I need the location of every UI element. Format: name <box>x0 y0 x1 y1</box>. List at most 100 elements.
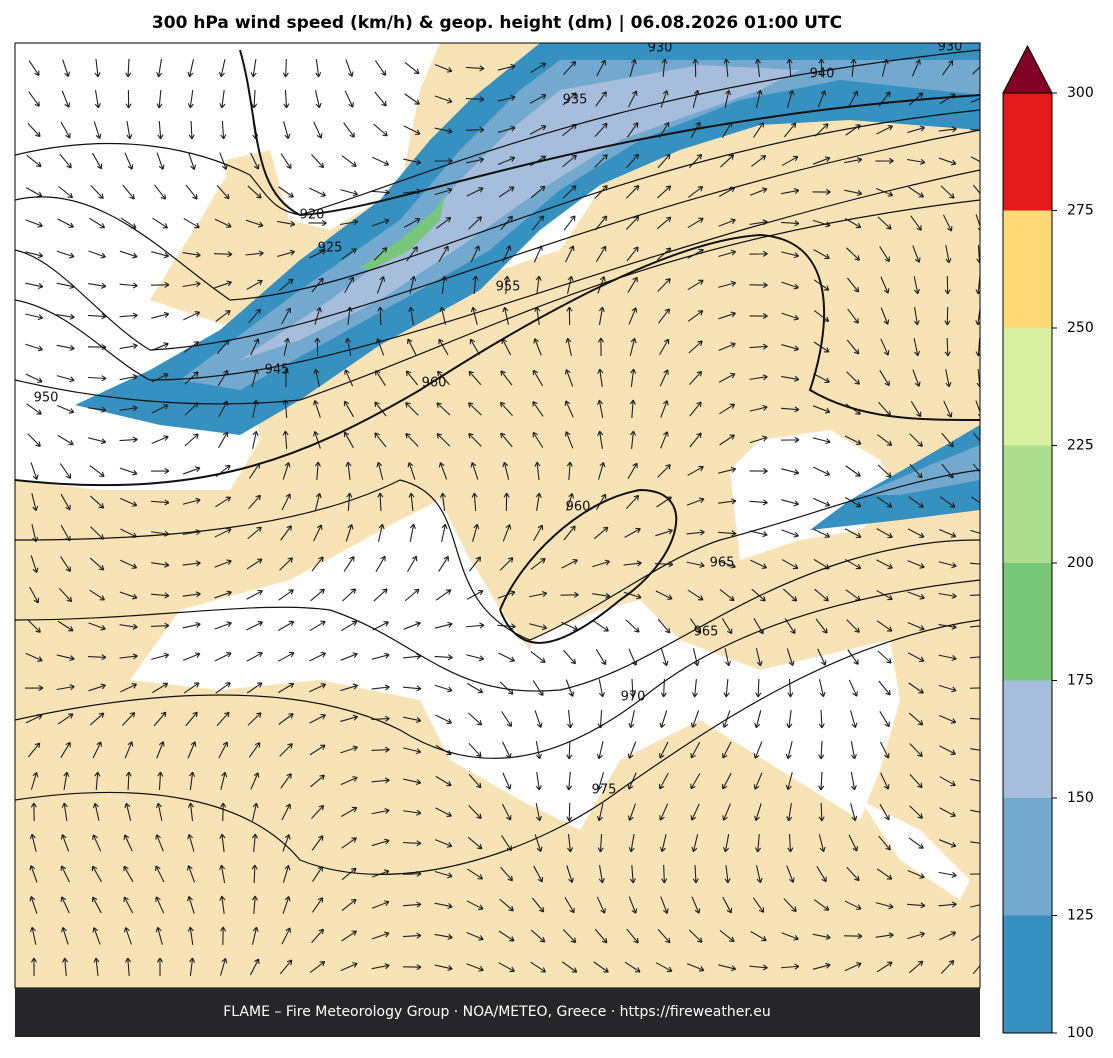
wind-arrow <box>91 896 102 914</box>
wind-arrow <box>155 926 163 945</box>
wind-arrow <box>345 524 354 542</box>
wind-arrow <box>912 369 921 387</box>
wind-arrow <box>403 621 421 630</box>
wind-arrow <box>848 90 859 108</box>
wind-arrow <box>278 278 294 292</box>
wind-arrow <box>279 743 293 757</box>
wind-arrow <box>690 772 701 790</box>
wind-arrow <box>718 311 736 320</box>
wind-arrow <box>282 58 289 78</box>
wind-arrow <box>969 625 980 628</box>
wind-arrow <box>594 928 608 944</box>
wind-arrow <box>844 528 862 539</box>
wind-arrow <box>469 556 482 572</box>
wind-arrow <box>530 961 547 973</box>
wind-arrow <box>250 772 260 790</box>
wind-arrow <box>969 562 980 565</box>
wind-arrow <box>597 276 606 294</box>
mediterranean-sea <box>130 500 900 830</box>
wind-arrow <box>880 307 890 325</box>
wind-arrow <box>341 898 357 912</box>
wind-arrow <box>246 682 263 694</box>
wind-arrow <box>150 281 170 288</box>
wind-arrow <box>812 437 831 445</box>
wind-arrow <box>813 528 831 538</box>
wind-arrow <box>530 558 546 570</box>
wind-arrow <box>403 778 422 786</box>
wind-arrow <box>844 962 862 972</box>
wind-arrow <box>309 249 327 259</box>
wind-arrow <box>786 58 793 78</box>
wind-arrow <box>123 865 134 883</box>
wind-arrow <box>468 216 483 230</box>
wind-arrow <box>309 652 327 662</box>
wind-arrow <box>943 400 953 418</box>
wind-arrow <box>94 90 101 109</box>
wind-arrow <box>877 216 892 230</box>
wind-arrow <box>283 337 291 356</box>
wind-arrow <box>944 306 951 326</box>
wind-arrow <box>592 592 611 599</box>
wind-arrow <box>812 156 831 165</box>
wind-arrow <box>374 60 387 76</box>
wind-arrow <box>535 741 542 760</box>
wind-arrow <box>688 929 703 943</box>
wind-arrow <box>594 122 608 138</box>
wind-arrow <box>597 833 604 853</box>
wind-arrow <box>404 93 420 105</box>
wind-arrow <box>251 802 259 821</box>
wind-arrow <box>187 833 195 852</box>
wind-arrow <box>343 122 355 138</box>
wind-arrow <box>248 742 261 758</box>
wind-arrow <box>126 121 133 140</box>
wind-arrow <box>879 711 890 728</box>
wind-arrow <box>219 90 226 109</box>
wind-arrow <box>780 436 800 443</box>
jet-band-east-inner <box>860 445 980 495</box>
wind-arrow <box>785 741 793 760</box>
wind-arrow <box>249 958 260 976</box>
colorbar-tick-label: 275 <box>1067 203 1094 219</box>
wind-arrow <box>279 959 293 975</box>
wind-arrow <box>753 741 763 759</box>
wind-arrow <box>124 741 134 759</box>
wind-arrow <box>402 685 422 692</box>
wind-arrow <box>692 58 699 78</box>
wind-arrow <box>688 370 703 385</box>
wind-arrow <box>156 152 165 170</box>
wind-arrow <box>656 185 672 199</box>
wind-arrow <box>157 120 164 140</box>
wind-arrow <box>912 245 921 263</box>
wind-arrow <box>627 276 638 293</box>
wind-arrow <box>717 530 737 537</box>
wind-arrow <box>62 59 70 77</box>
wind-arrow <box>594 154 608 168</box>
wind-arrow <box>755 648 763 667</box>
wind-arrow <box>88 406 107 413</box>
wind-arrow <box>187 741 197 759</box>
wind-arrow <box>876 961 893 973</box>
wind-arrow <box>247 185 262 199</box>
wind-arrow <box>719 588 735 602</box>
wind-arrow <box>627 741 637 759</box>
wind-arrow <box>121 711 136 726</box>
wind-arrow <box>57 713 74 725</box>
wind-arrow <box>314 337 321 357</box>
wind-arrow <box>434 902 453 910</box>
wind-arrow <box>220 802 227 822</box>
wind-arrow <box>723 58 730 78</box>
wind-arrow <box>438 338 449 356</box>
wind-arrow <box>119 405 138 412</box>
wind-arrow <box>371 900 390 909</box>
colorbar-extend <box>1002 44 1053 94</box>
wind-arrow <box>184 433 199 447</box>
wind-arrow <box>408 492 415 512</box>
wind-arrow <box>187 895 195 914</box>
wind-arrow <box>404 588 420 602</box>
wind-arrow <box>660 431 669 449</box>
wind-arrow <box>877 464 892 478</box>
wind-arrow <box>500 432 513 448</box>
wind-arrow <box>626 928 639 944</box>
wind-arrow <box>563 525 576 541</box>
wind-arrow <box>908 496 924 508</box>
